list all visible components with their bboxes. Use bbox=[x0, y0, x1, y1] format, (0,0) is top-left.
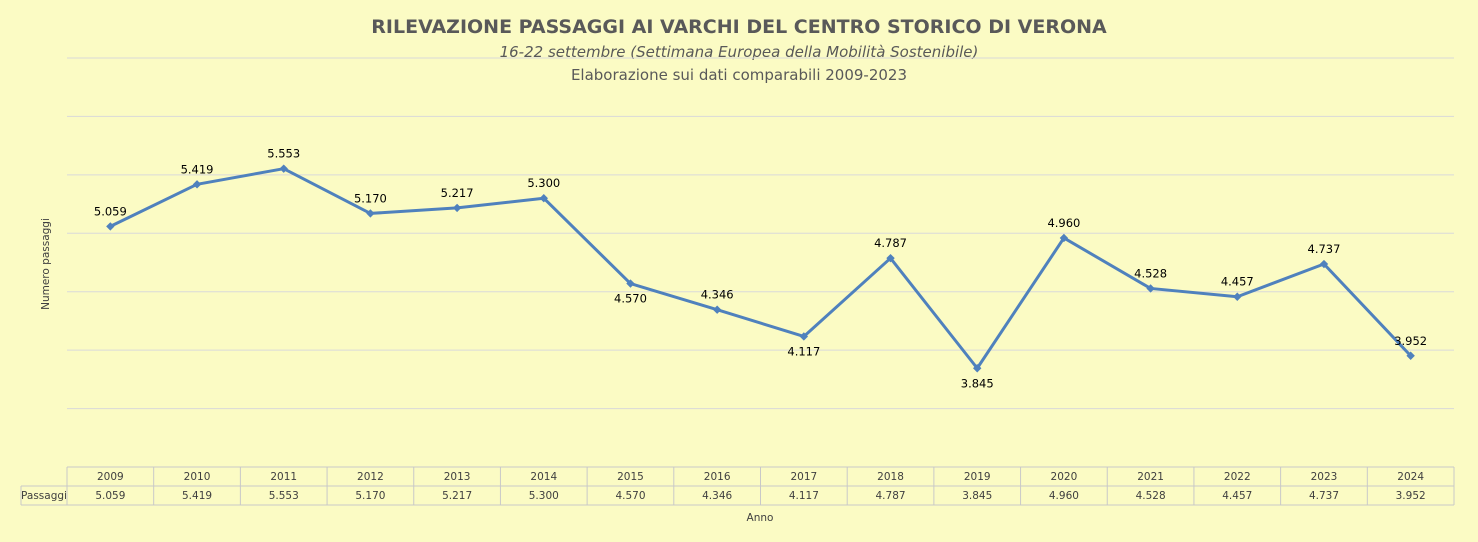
x-tick-label: 2014 bbox=[530, 471, 557, 483]
table-cell-value: 5.553 bbox=[269, 490, 299, 502]
chart-subtitle-secondary: Elaborazione sui dati comparabili 2009-2… bbox=[571, 66, 907, 84]
table-cell-value: 4.737 bbox=[1309, 490, 1339, 502]
data-labels: 5.059 5.419 5.553 5.170 5.217 5.300 4.570 4.346… bbox=[94, 147, 1427, 391]
data-label-2013: 5.217 bbox=[441, 186, 474, 200]
table-cell-value: 3.952 bbox=[1396, 490, 1426, 502]
data-table: Passaggi 2009 5.059 2010 5.419 2011 5.553 2012 5… bbox=[20, 466, 1455, 506]
data-label-2020: 4.960 bbox=[1047, 216, 1080, 230]
chart-subtitle: 16-22 settembre (Settimana Europea della… bbox=[500, 43, 979, 61]
table-cell-value: 5.217 bbox=[442, 490, 472, 502]
x-tick-label: 2016 bbox=[704, 471, 731, 483]
data-point-2019 bbox=[973, 364, 982, 373]
x-tick-label: 2015 bbox=[617, 471, 644, 483]
table-cell-value: 4.528 bbox=[1136, 490, 1166, 502]
data-label-2021: 4.528 bbox=[1134, 266, 1167, 280]
gridlines bbox=[67, 57, 1454, 410]
x-tick-label: 2020 bbox=[1051, 471, 1078, 483]
data-point-2017 bbox=[799, 332, 809, 341]
y-axis-label: Numero passaggi bbox=[40, 218, 52, 310]
x-tick-label: 2012 bbox=[357, 471, 384, 483]
x-axis-label: Anno bbox=[747, 512, 774, 524]
data-point-2016 bbox=[712, 305, 722, 314]
data-label-2014: 5.300 bbox=[527, 176, 560, 190]
x-tick-label: 2022 bbox=[1224, 471, 1251, 483]
table-cell-value: 5.300 bbox=[529, 490, 559, 502]
series-passaggi bbox=[106, 164, 1415, 373]
x-tick-label: 2011 bbox=[270, 471, 297, 483]
data-point-2023 bbox=[1319, 259, 1329, 269]
series-line bbox=[109, 167, 1412, 370]
data-point-2014 bbox=[539, 194, 548, 203]
data-label-2009: 5.059 bbox=[94, 204, 127, 218]
table-cell-value: 5.059 bbox=[95, 490, 125, 502]
data-point-2015 bbox=[626, 279, 635, 288]
data-label-2012: 5.170 bbox=[354, 191, 387, 205]
data-label-2010: 5.419 bbox=[181, 162, 214, 176]
data-label-2011: 5.553 bbox=[267, 147, 300, 161]
data-point-2011 bbox=[279, 164, 288, 173]
data-label-2022: 4.457 bbox=[1221, 275, 1254, 289]
data-label-2019: 3.845 bbox=[961, 376, 994, 390]
table-cell-value: 4.960 bbox=[1049, 490, 1079, 502]
data-label-2016: 4.346 bbox=[701, 288, 734, 302]
x-tick-label: 2024 bbox=[1397, 471, 1424, 483]
data-point-2012 bbox=[366, 209, 375, 218]
table-row-label: Passaggi bbox=[21, 490, 67, 502]
table-cell-value: 5.170 bbox=[355, 490, 385, 502]
x-tick-label: 2013 bbox=[444, 471, 471, 483]
data-label-2015: 4.570 bbox=[614, 292, 647, 306]
table-cell-value: 4.346 bbox=[702, 490, 732, 502]
x-tick-label: 2018 bbox=[877, 471, 904, 483]
table-cell-value: 4.457 bbox=[1222, 490, 1252, 502]
data-point-2024 bbox=[1406, 351, 1415, 360]
x-tick-label: 2009 bbox=[97, 471, 124, 483]
table-cell-value: 4.787 bbox=[876, 490, 906, 502]
data-point-2013 bbox=[452, 203, 462, 213]
table-cell-value: 3.845 bbox=[962, 490, 992, 502]
data-point-2010 bbox=[192, 180, 202, 189]
x-tick-label: 2010 bbox=[184, 471, 211, 483]
table-cell-value: 4.117 bbox=[789, 490, 819, 502]
table-cell-value: 4.570 bbox=[615, 490, 645, 502]
data-label-2017: 4.117 bbox=[787, 344, 820, 358]
data-point-2022 bbox=[1233, 292, 1242, 301]
x-tick-label: 2021 bbox=[1137, 471, 1164, 483]
data-label-2018: 4.787 bbox=[874, 236, 907, 250]
x-tick-label: 2017 bbox=[790, 471, 817, 483]
chart-title: RILEVAZIONE PASSAGGI AI VARCHI DEL CENTR… bbox=[371, 16, 1107, 38]
data-point-2018 bbox=[886, 253, 895, 263]
table-cell-value: 5.419 bbox=[182, 490, 212, 502]
data-point-2009 bbox=[106, 222, 115, 231]
x-tick-label: 2019 bbox=[964, 471, 991, 483]
data-point-2020 bbox=[1059, 233, 1069, 243]
data-point-2021 bbox=[1146, 284, 1155, 293]
data-label-2024: 3.952 bbox=[1394, 334, 1427, 348]
x-tick-label: 2023 bbox=[1311, 471, 1338, 483]
data-label-2023: 4.737 bbox=[1308, 242, 1341, 256]
